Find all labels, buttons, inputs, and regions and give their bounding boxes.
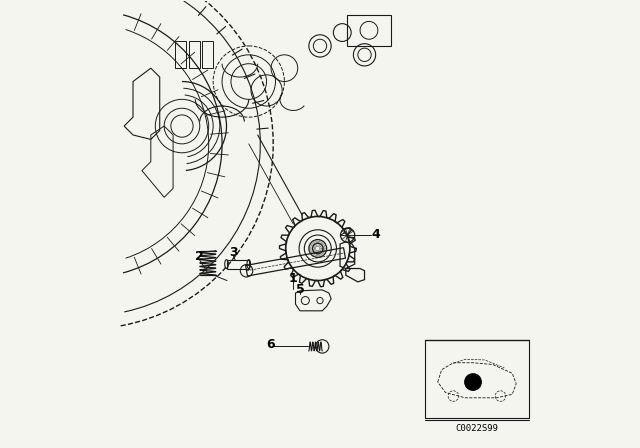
Text: C0022S99: C0022S99 (456, 424, 499, 433)
Bar (189, 42, 200, 68)
Text: 5: 5 (296, 284, 305, 297)
Text: 3: 3 (229, 246, 237, 259)
Text: 1: 1 (289, 272, 298, 285)
Text: 2: 2 (195, 250, 204, 263)
Bar (202, 42, 213, 68)
Bar (347, 15, 391, 46)
Circle shape (464, 373, 482, 391)
Text: 4: 4 (371, 228, 380, 241)
Text: 6: 6 (267, 338, 275, 351)
Bar (227, 260, 249, 268)
Bar (175, 42, 186, 68)
